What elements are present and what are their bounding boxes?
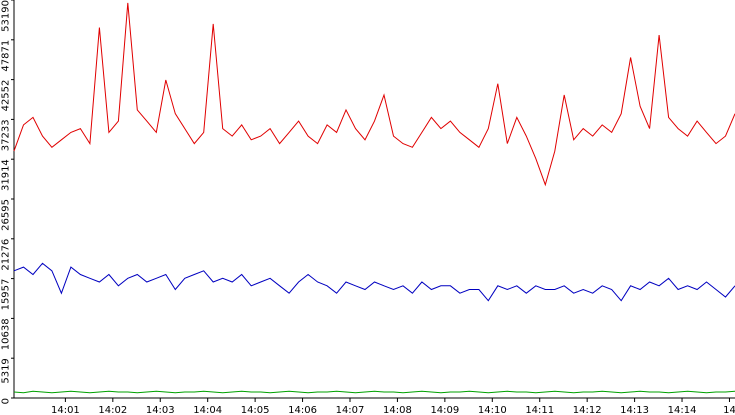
- x-tick-label: 14:11: [525, 405, 554, 415]
- x-tick-label: 14:08: [383, 405, 412, 415]
- x-tick-label: 14: [723, 405, 735, 415]
- x-tick-label: 14:03: [146, 405, 175, 415]
- y-tick-label: 31914: [0, 159, 11, 191]
- y-tick-label: 21276: [0, 239, 11, 271]
- x-tick-label: 14:02: [98, 405, 127, 415]
- x-tick-label: 14:06: [288, 405, 317, 415]
- y-tick-label: 15957: [0, 279, 11, 311]
- x-tick-label: 14:05: [241, 405, 270, 415]
- series-line: [13, 262, 735, 302]
- y-tick-label: 0: [0, 398, 11, 404]
- x-tick-label: 14:12: [573, 405, 602, 415]
- y-tick-label: 42552: [0, 80, 11, 112]
- x-tick-label: 14:04: [193, 405, 222, 415]
- x-tick-label: 14:14: [668, 405, 697, 415]
- y-tick-label: 26595: [0, 199, 11, 231]
- x-tick-label: 14:01: [51, 405, 80, 415]
- x-tick-label: 14:09: [430, 405, 459, 415]
- x-tick-label: 14:07: [336, 405, 365, 415]
- x-tick-label: 14:13: [620, 405, 649, 415]
- x-tick-label: 14:10: [478, 405, 507, 415]
- series-line: [13, 390, 735, 394]
- series-line: [13, 2, 735, 187]
- y-tick-label: 5319: [0, 358, 11, 383]
- y-tick-label: 10638: [0, 318, 11, 350]
- y-tick-label: 37233: [0, 119, 11, 151]
- y-tick-label: 53190: [0, 0, 11, 32]
- y-tick-label: 47871: [0, 40, 11, 72]
